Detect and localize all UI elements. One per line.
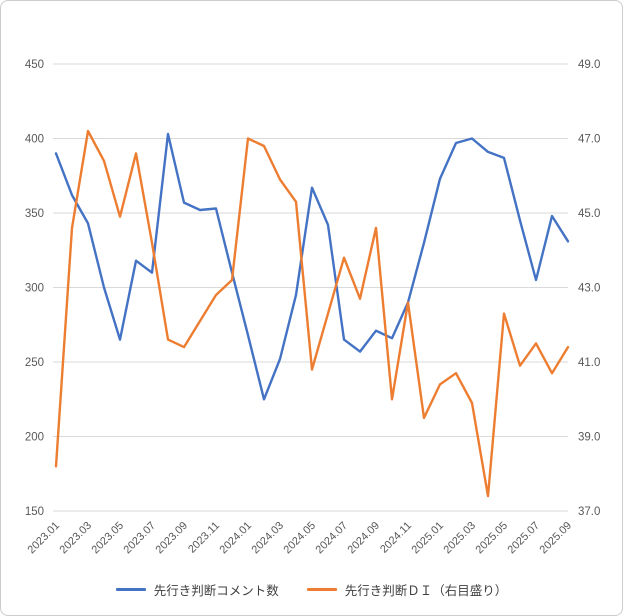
y-axis-right-tick-label: 39.0 — [578, 432, 600, 444]
x-axis-tick-label: 2025.07 — [506, 520, 543, 557]
series-line-comment-count — [54, 132, 570, 401]
x-axis-tick-label: 2025.09 — [538, 520, 575, 557]
x-axis-tick-label: 2025.01 — [410, 520, 447, 557]
x-axis-tick-label: 2023.05 — [90, 520, 127, 557]
x-axis-tick-label: 2025.05 — [474, 520, 511, 557]
x-axis-tick-label: 2024.07 — [314, 520, 351, 557]
x-axis-tick-label: 2023.11 — [186, 520, 222, 556]
y-axis-right-tick-label: 37.0 — [578, 506, 600, 518]
y-axis-right-tick-label: 47.0 — [578, 134, 600, 146]
x-axis-tick-label: 2025.03 — [442, 520, 479, 557]
x-axis-tick-label: 2023.07 — [122, 520, 159, 557]
x-axis-tick-label: 2023.01 — [26, 520, 63, 557]
legend-line-swatch-blue — [115, 588, 146, 591]
series-line-di — [54, 129, 570, 498]
legend-label-comment-count: 先行き判断コメント数 — [153, 584, 279, 598]
legend-item-comment-count: 先行き判断コメント数 — [115, 580, 279, 599]
x-axis-tick-label: 2024.11 — [378, 520, 414, 556]
y-axis-left-tick-label: 300 — [25, 283, 44, 295]
y-axis-left-tick-label: 400 — [25, 134, 44, 146]
y-axis-left-tick-label: 250 — [25, 357, 44, 369]
x-axis-tick-label: 2024.03 — [250, 520, 287, 557]
legend-label-di: 先行き判断ＤＩ（右目盛り） — [344, 584, 508, 598]
y-axis-right-tick-label: 49.0 — [578, 59, 600, 71]
y-axis-right-tick-label: 41.0 — [578, 357, 600, 369]
y-axis-left-tick-label: 150 — [25, 506, 44, 518]
legend-line-swatch-orange — [306, 588, 337, 591]
y-axis-right-tick-label: 43.0 — [578, 283, 600, 295]
x-axis-tick-label: 2023.09 — [154, 520, 191, 557]
chart-legend: 先行き判断コメント数 先行き判断ＤＩ（右目盛り） — [1, 580, 622, 599]
y-axis-left-tick-label: 450 — [25, 59, 44, 71]
x-axis-tick-label: 2024.01 — [218, 520, 255, 557]
y-axis-left-tick-label: 350 — [25, 208, 44, 220]
x-axis-tick-label: 2023.03 — [58, 520, 95, 557]
x-axis-tick-label: 2024.09 — [346, 520, 383, 557]
legend-item-di: 先行き判断ＤＩ（右目盛り） — [306, 580, 508, 599]
y-axis-left-tick-label: 200 — [25, 432, 44, 444]
y-axis-right-tick-label: 45.0 — [578, 208, 600, 220]
x-axis-tick-label: 2024.05 — [282, 520, 319, 557]
